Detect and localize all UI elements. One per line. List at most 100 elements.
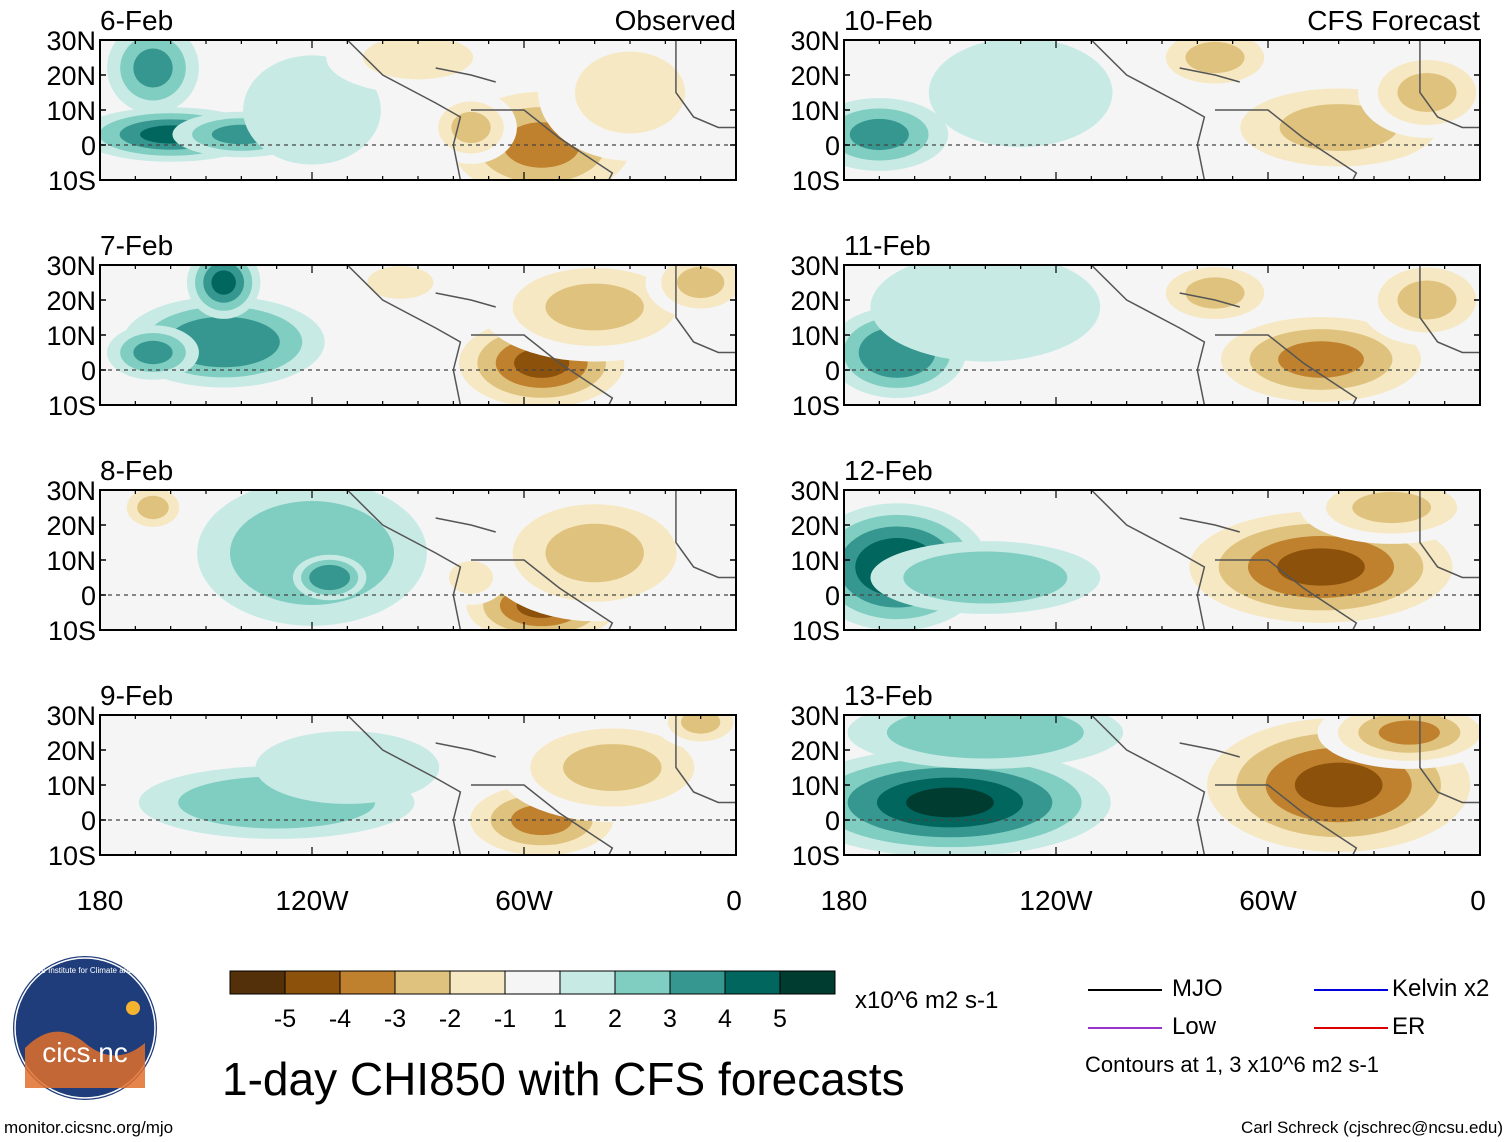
lon-label-120w: 120W	[1019, 885, 1093, 916]
coastline-africa	[675, 715, 736, 804]
map-panel: 30N 20N 10N 0 10S 13-Feb	[790, 680, 1481, 871]
legend-label-er: ER	[1392, 1013, 1425, 1040]
lon-label-180: 180	[821, 885, 868, 916]
anomaly-region	[133, 48, 173, 88]
colorbar-tick-label: -3	[384, 1005, 406, 1033]
panels: 30N 20N 10N 0 10S 6-Feb Observed 30N 20N 10N 0 10S 7…	[46, 5, 1481, 871]
anomaly-region	[1378, 720, 1440, 745]
anomaly-region	[317, 569, 342, 586]
panel-date: 13-Feb	[844, 680, 933, 711]
anomaly-region	[211, 270, 236, 295]
colorbar-swatch	[229, 970, 286, 995]
coastline-south-america	[471, 334, 614, 405]
lat-label: 10S	[792, 616, 840, 646]
lat-label: 10N	[46, 546, 96, 576]
panel-source-label: Observed	[615, 5, 736, 36]
lon-label-60w: 60W	[1239, 885, 1297, 916]
lat-label: 0	[825, 356, 840, 386]
lon-label-120w: 120W	[275, 885, 349, 916]
lat-label: 30N	[46, 26, 96, 56]
colorbar-tick-label: -2	[439, 1005, 461, 1033]
colorbar-tick-label: 1	[553, 1005, 567, 1033]
lat-label: 20N	[790, 511, 840, 541]
anomaly-region	[1185, 277, 1245, 309]
lat-label: 10S	[792, 391, 840, 421]
colorbar-tick-label: 2	[608, 1005, 622, 1033]
coastline-caribbean	[1179, 517, 1240, 533]
figure-title: 1-day CHI850 with CFS forecasts	[222, 1053, 905, 1105]
logo-text: cics.nc	[42, 1037, 128, 1068]
anomaly-region	[1277, 548, 1365, 586]
panel-date: 10-Feb	[844, 5, 933, 36]
colorbar-tick-label: -1	[494, 1005, 516, 1033]
lat-label: 0	[81, 806, 96, 836]
footer-url: monitor.cicsnc.org/mjo	[4, 1118, 173, 1137]
anomaly-region	[1185, 41, 1245, 74]
map-panel: 30N 20N 10N 0 10S 12-Feb	[790, 455, 1481, 646]
lat-label: 0	[825, 581, 840, 611]
anomaly-region	[451, 111, 491, 144]
coastline-americas	[1090, 715, 1206, 855]
coastline-americas	[1090, 40, 1206, 180]
legend-label-low: Low	[1172, 1013, 1217, 1040]
coastline-africa	[675, 265, 736, 354]
coastline-caribbean	[435, 517, 496, 533]
anomaly-region	[680, 715, 721, 734]
panel-date: 12-Feb	[844, 455, 933, 486]
colorbar-tick-label: 3	[663, 1005, 677, 1033]
lat-label: 0	[81, 131, 96, 161]
anomaly-region	[936, 561, 1035, 594]
colorbar-unit: x10^6 m2 s-1	[855, 987, 998, 1014]
map-panel: 30N 20N 10N 0 10S 9-Feb	[46, 680, 737, 871]
lat-label: 0	[81, 356, 96, 386]
coastline-africa	[1419, 265, 1480, 354]
lat-label: 20N	[790, 736, 840, 766]
coastline-south-america	[1215, 784, 1358, 855]
lon-label-0: 0	[726, 885, 742, 916]
coastline-caribbean	[1179, 292, 1240, 308]
lat-label: 30N	[790, 251, 840, 281]
colorbar-tick-label: -5	[274, 1005, 296, 1033]
lat-label: 30N	[790, 26, 840, 56]
coastline-africa	[675, 490, 736, 579]
coastline-caribbean	[435, 292, 496, 308]
anomaly-region	[270, 77, 354, 143]
anomaly-region	[545, 523, 644, 583]
anomaly-region	[677, 266, 725, 299]
legend-note: Contours at 1, 3 x10^6 m2 s-1	[1085, 1052, 1379, 1077]
colorbar-swatch	[669, 970, 726, 995]
anomaly-region	[1397, 73, 1457, 112]
logo-ring-text: Cooperative Institute for Climate and Sa…	[3, 966, 168, 975]
coastline-caribbean	[1179, 742, 1240, 758]
lat-label: 20N	[46, 61, 96, 91]
panel-source-label: CFS Forecast	[1307, 5, 1480, 36]
colorbar: -5 -4 -3 -2 -1 1 2 3 4 5	[229, 970, 836, 1033]
colorbar-swatch	[284, 970, 341, 995]
map-panel: 30N 20N 10N 0 10S 11-Feb	[790, 230, 1481, 421]
lat-label: 20N	[46, 736, 96, 766]
anomaly-region	[1294, 762, 1383, 808]
lat-label: 10N	[46, 321, 96, 351]
coastline-caribbean	[435, 742, 496, 758]
coastline-caribbean	[1179, 67, 1240, 83]
footer-credit: Carl Schreck (cjschrec@ncsu.edu)	[1241, 1118, 1503, 1137]
coastline-americas	[1090, 490, 1206, 630]
anomaly-region	[906, 787, 994, 818]
anomaly-region	[1352, 491, 1432, 524]
colorbar-swatch	[504, 970, 561, 995]
anomaly-region	[137, 495, 169, 520]
coastline-americas	[346, 490, 462, 630]
lat-label: 10N	[790, 96, 840, 126]
colorbar-swatch	[394, 970, 451, 995]
anomaly-region	[916, 274, 1055, 340]
contour-legend: MJO Kelvin x2 Low ER Contours at 1, 3 x1…	[1085, 975, 1489, 1077]
colorbar-swatch	[339, 970, 396, 995]
panel-date: 9-Feb	[100, 680, 173, 711]
coastline-africa	[1419, 490, 1480, 579]
colorbar-swatch	[559, 970, 616, 995]
lon-axis-right: 180 120W 60W 0	[821, 885, 1486, 916]
anomaly-region	[563, 744, 662, 791]
coastline-caribbean	[435, 67, 496, 83]
anomaly-region	[367, 266, 434, 299]
